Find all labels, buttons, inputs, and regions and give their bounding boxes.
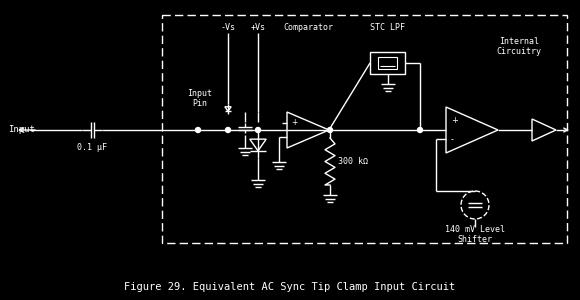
- Text: Comparator: Comparator: [283, 23, 333, 32]
- Circle shape: [328, 128, 332, 133]
- Text: Internal
Circuitry: Internal Circuitry: [496, 37, 542, 56]
- Text: +Vs: +Vs: [251, 23, 266, 32]
- Text: 0.1 μF: 0.1 μF: [77, 143, 107, 152]
- Text: Input
Pin: Input Pin: [187, 88, 212, 108]
- Bar: [370, 52, 405, 74]
- Text: -: -: [451, 135, 454, 144]
- Bar: [378, 57, 397, 69]
- Text: 300 kΩ: 300 kΩ: [338, 158, 368, 166]
- Text: Input: Input: [8, 125, 35, 134]
- Text: 140 mV Level
Shifter: 140 mV Level Shifter: [445, 225, 505, 244]
- Circle shape: [195, 128, 201, 133]
- Circle shape: [418, 128, 422, 133]
- Text: Figure 29. Equivalent AC Sync Tip Clamp Input Circuit: Figure 29. Equivalent AC Sync Tip Clamp …: [124, 282, 456, 292]
- Text: -Vs: -Vs: [220, 23, 235, 32]
- Text: +: +: [291, 118, 298, 127]
- Text: +: +: [451, 116, 458, 125]
- Text: STC LPF: STC LPF: [370, 23, 405, 32]
- Circle shape: [256, 128, 260, 133]
- Circle shape: [226, 128, 230, 133]
